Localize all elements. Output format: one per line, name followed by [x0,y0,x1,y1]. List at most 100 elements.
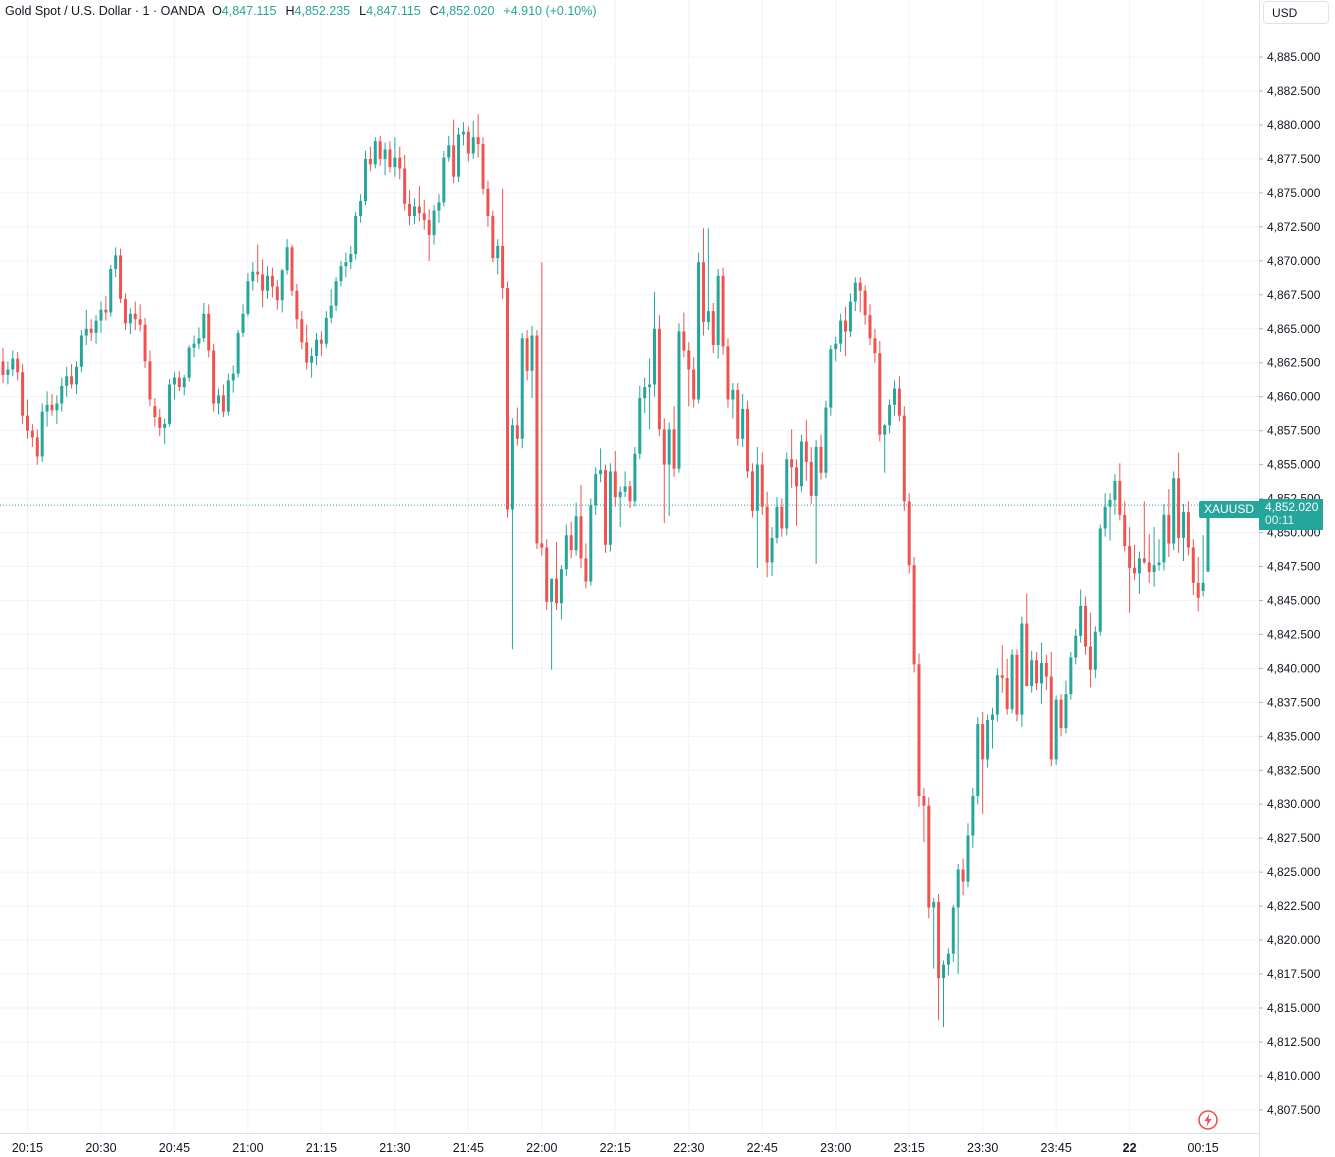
candle-body [922,796,926,806]
candle-body [1044,662,1048,677]
candle-body [270,275,274,287]
candle-body [1039,662,1043,684]
candle-body [168,384,172,424]
candle-body [677,331,681,469]
price-tick-label: 4,862.500 [1267,356,1321,370]
candle-body [466,131,470,154]
candle-body [1035,660,1039,684]
candle-body [731,389,735,400]
candle-body [863,290,867,316]
candle-body [599,470,603,475]
candle-body [848,301,852,332]
candle-body [177,377,181,388]
candle-body [844,320,848,332]
candle-body [138,319,142,325]
candle-body [839,320,843,344]
candle-body [951,907,955,954]
candle-body [1182,512,1186,538]
candle-body [1206,505,1210,572]
symbol-title[interactable]: Gold Spot / U.S. Dollar · 1 · OANDA [5,4,206,18]
candle-body [927,805,931,908]
candle-body [608,471,612,545]
price-tick-label: 4,857.500 [1267,424,1321,438]
candle-body [1133,567,1137,574]
candle-body [383,149,387,159]
candle-body [65,376,69,386]
candle-body [266,275,270,291]
candle-body [995,675,999,715]
candle-body [932,902,936,908]
candle-body [687,350,691,370]
lightning-bolt-icon[interactable] [1197,1109,1219,1131]
low-value: 4,847.115 [366,4,421,18]
candle-body [202,313,206,339]
candle-body [427,220,431,236]
time-tick-label: 22:00 [526,1141,557,1155]
candle-body [873,338,877,354]
price-tick-label: 4,860.000 [1267,390,1321,404]
candle-body [971,796,975,836]
candle-body [1123,514,1127,547]
candle-body [755,464,759,511]
price-tick-label: 4,830.000 [1267,797,1321,811]
candle-body [408,203,412,217]
candle-body [398,157,402,169]
candle-body [491,216,495,259]
candle-body [750,471,754,511]
candle-body [1059,699,1063,729]
candle-body [1152,565,1156,572]
candle-body [119,255,123,299]
candle-body [476,137,480,145]
time-axis[interactable]: 20:15 20:30 20:45 21:00 21:15 21:30 21:45 22:00… [12,1141,1219,1155]
candle-body [241,313,245,333]
candle-body [795,467,799,487]
candle-body [946,953,950,965]
candle-body [295,290,299,320]
candle-body [604,470,607,545]
price-tag-symbol: XAUUSD [1199,501,1260,518]
candle-body [373,141,377,165]
change-value: +4.910 (+0.10%) [503,4,597,18]
open-key: O [212,4,222,18]
open-value: 4,847.115 [221,4,277,18]
candle-body [79,335,83,367]
time-tick-label: 23:30 [967,1141,998,1155]
candle-body [344,262,348,267]
price-tick-label: 4,882.500 [1267,84,1321,98]
price-tag-box: 4,852.020 00:11 [1259,499,1324,530]
candle-body [1177,478,1181,538]
price-tick-label: 4,845.000 [1267,593,1321,607]
candle-body [1025,623,1029,687]
candle-body [84,328,88,336]
candle-body [334,281,338,306]
candle-body [701,262,705,322]
candle-body [726,346,730,400]
candle-body [231,373,235,381]
candle-body [506,288,510,510]
candle-body [775,506,779,538]
currency-button[interactable]: USD [1263,1,1329,24]
candle-body [1064,694,1068,729]
candle-body [212,350,216,404]
price-axis[interactable]: 4,807.500 4,810.000 4,812.500 4,815.000 4,81… [1259,50,1321,1117]
candle-body [236,332,240,374]
candle-body [452,145,456,177]
time-tick-label: 00:15 [1187,1141,1218,1155]
candle-body [45,404,49,412]
candle-body [99,309,103,321]
candle-body [545,547,549,602]
time-tick-label: 20:30 [85,1141,116,1155]
candle-body [804,441,808,462]
candle-body [746,408,750,472]
candle-body [912,565,916,665]
candle-body [628,486,632,502]
candle-body [461,131,465,135]
price-tick-label: 4,822.500 [1267,899,1321,913]
price-tick-label: 4,840.000 [1267,661,1321,675]
candle-body [25,415,29,431]
candle-body [109,268,113,313]
candle-body [378,141,382,159]
candle-body [809,461,813,496]
candle-body [104,309,108,313]
